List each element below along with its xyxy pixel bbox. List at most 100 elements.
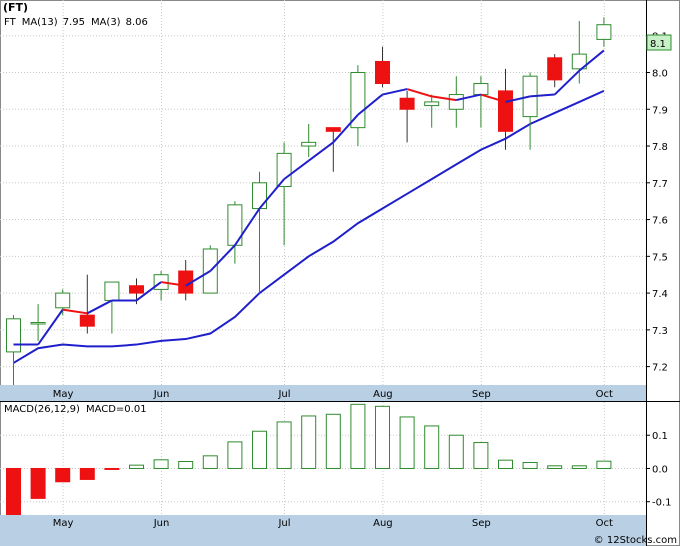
candle-body bbox=[350, 72, 366, 129]
macd-bar bbox=[399, 416, 415, 469]
candle-body bbox=[79, 314, 95, 327]
macd-bar bbox=[227, 441, 243, 469]
macd-bar bbox=[325, 413, 341, 469]
legend-ma3-value: 8.06 bbox=[126, 17, 148, 28]
macd-bar bbox=[276, 421, 292, 469]
macd-bar bbox=[55, 467, 71, 483]
candle-body bbox=[375, 60, 390, 85]
candle-body bbox=[547, 57, 563, 81]
candle-body bbox=[448, 94, 464, 110]
candle-body bbox=[129, 285, 144, 294]
macd-bars bbox=[6, 403, 612, 519]
macd-bar bbox=[596, 460, 612, 469]
legend-ma13-value: 7.95 bbox=[63, 17, 85, 28]
ma3-segment bbox=[258, 178, 285, 210]
macd-y-tick-label: 0.0 bbox=[652, 464, 668, 475]
candle-body bbox=[6, 318, 21, 353]
ma3-segment bbox=[135, 281, 162, 302]
legend-symbol: FT bbox=[4, 17, 17, 28]
macd-bar bbox=[571, 465, 587, 469]
ma3-segment bbox=[283, 159, 310, 180]
macd-bar bbox=[301, 415, 317, 469]
candle-body bbox=[596, 24, 612, 40]
macd-bar bbox=[79, 467, 95, 480]
macd-x-tick-label: Oct bbox=[596, 518, 613, 529]
ma3-line bbox=[13, 49, 605, 346]
macd-bar bbox=[178, 460, 194, 469]
ma3-segment bbox=[357, 93, 384, 116]
macd-y-tick-label: -0.1 bbox=[652, 498, 672, 509]
copyright-footer: © 12Stocks.com bbox=[594, 535, 677, 546]
macd-bar bbox=[202, 455, 218, 469]
price-y-tick-label: 7.3 bbox=[652, 326, 668, 337]
price-x-tick-label: May bbox=[53, 389, 74, 400]
candle-body bbox=[424, 101, 440, 107]
macd-y-tick-label: 0.1 bbox=[652, 431, 668, 442]
candle-body bbox=[55, 292, 71, 309]
candle-body bbox=[473, 83, 489, 96]
price-y-tick-label: 7.7 bbox=[652, 179, 668, 190]
macd-bar bbox=[6, 467, 21, 519]
ma3-segment bbox=[382, 88, 408, 96]
price-y-tick-label: 8.0 bbox=[652, 69, 668, 80]
ma3-segment bbox=[209, 244, 236, 272]
candle-body bbox=[325, 127, 341, 132]
macd-legend-label: MACD(26,12,9) bbox=[4, 404, 80, 415]
price-y-tick-label: 7.2 bbox=[652, 363, 668, 374]
x-axis-ticks: May May Jun Jun Jul Jul Aug Aug Sep Sep Oct Oct bbox=[53, 389, 613, 529]
macd-x-tick-label: Jul bbox=[277, 518, 290, 529]
candle-body bbox=[30, 322, 46, 325]
macd-bar bbox=[448, 434, 464, 469]
ma3-segment bbox=[332, 114, 359, 144]
macd-x-tick-label: Jun bbox=[153, 518, 170, 529]
candles bbox=[6, 17, 612, 385]
macd-bar bbox=[30, 467, 46, 499]
ma3-segment bbox=[160, 281, 186, 287]
macd-bar bbox=[104, 467, 120, 470]
candle-body bbox=[498, 90, 513, 132]
ma3-segment bbox=[86, 299, 113, 315]
price-x-tick-label: Oct bbox=[596, 389, 613, 400]
price-x-tick-label: Sep bbox=[472, 389, 491, 400]
candle-body bbox=[571, 53, 587, 70]
legend-ma3: MA(3) bbox=[91, 17, 121, 28]
last-price-text: 8.1 bbox=[650, 39, 666, 50]
candle-body bbox=[104, 281, 120, 301]
ma3-segment bbox=[456, 93, 482, 102]
candle-body bbox=[276, 152, 292, 187]
macd-bar bbox=[153, 459, 169, 469]
price-x-tick-label: Jul bbox=[277, 389, 290, 400]
macd-bar bbox=[375, 405, 390, 469]
price-x-axis-band bbox=[0, 385, 646, 401]
candle-body bbox=[301, 141, 317, 147]
ma3-segment bbox=[62, 308, 88, 315]
price-x-tick-label: Jun bbox=[153, 389, 170, 400]
ma3-segment bbox=[554, 69, 580, 96]
macd-bar bbox=[498, 459, 513, 469]
price-y-tick-label: 7.9 bbox=[652, 105, 668, 116]
ma3-segment bbox=[234, 207, 261, 246]
symbol-title: (FT) bbox=[3, 1, 28, 14]
macd-bar bbox=[424, 425, 440, 469]
macd-bar bbox=[522, 461, 538, 469]
price-y-tick-label: 7.5 bbox=[652, 252, 668, 263]
candle-body bbox=[399, 97, 415, 110]
ma3-segment bbox=[431, 95, 457, 102]
ma3-segment bbox=[530, 93, 555, 98]
macd-x-tick-label: May bbox=[53, 518, 74, 529]
ma3-segment bbox=[185, 270, 211, 287]
ma3-segment bbox=[37, 309, 64, 346]
macd-bar bbox=[350, 403, 366, 469]
macd-bar bbox=[473, 442, 489, 469]
macd-bar bbox=[547, 465, 563, 469]
ma3-segment bbox=[308, 141, 334, 162]
macd-x-tick-label: Sep bbox=[472, 518, 491, 529]
legend-ma13: MA(13) bbox=[22, 17, 58, 28]
ma3-segment bbox=[578, 49, 605, 72]
macd-bar bbox=[129, 464, 144, 469]
ma3-segment bbox=[480, 93, 506, 103]
price-y-tick-label: 7.6 bbox=[652, 216, 668, 227]
price-x-tick-label: Aug bbox=[373, 389, 393, 400]
ma3-segment bbox=[406, 88, 432, 98]
